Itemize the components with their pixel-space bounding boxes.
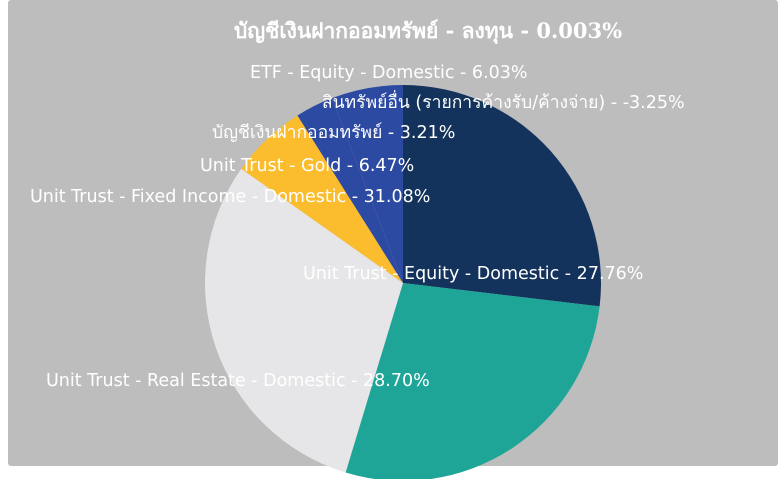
chart-title: บัญชีเงินฝากออมทรัพย์ - ลงทุน - 0.003% [234, 18, 622, 45]
slice-label-6: สินทรัพย์อื่น (รายการค้างรับ/ค้างจ่าย) -… [322, 90, 685, 113]
slice-label-1: Unit Trust - Real Estate - Domestic - 28… [46, 371, 430, 391]
pie-slice-1 [345, 283, 600, 479]
slice-label-0: Unit Trust - Equity - Domestic - 27.76% [303, 264, 643, 284]
pie-slice-5 [331, 85, 403, 283]
pie-slice-3 [241, 115, 403, 283]
slice-label-5: ETF - Equity - Domestic - 6.03% [250, 63, 528, 83]
slice-label-2: Unit Trust - Fixed Income - Domestic - 3… [30, 187, 430, 207]
pie-slice-2 [204, 168, 403, 473]
pie-slice-4 [297, 98, 403, 284]
pie-slice-0 [403, 85, 601, 307]
slice-label-4: บัญชีเงินฝากออมทรัพย์ - 3.21% [212, 122, 455, 143]
slice-label-3: Unit Trust - Gold - 6.47% [200, 156, 414, 176]
